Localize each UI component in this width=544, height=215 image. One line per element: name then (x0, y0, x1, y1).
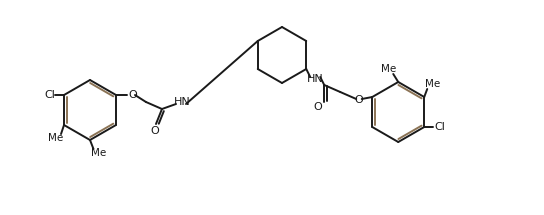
Text: O: O (128, 89, 137, 100)
Text: O: O (355, 95, 363, 105)
Text: HN: HN (307, 74, 324, 84)
Text: Me: Me (91, 149, 106, 158)
Text: Me: Me (425, 79, 440, 89)
Text: Cl: Cl (45, 90, 55, 100)
Text: HN: HN (174, 97, 190, 106)
Text: O: O (151, 126, 159, 136)
Text: Me: Me (48, 134, 64, 143)
Text: O: O (313, 102, 322, 112)
Text: Me: Me (381, 64, 396, 74)
Text: Cl: Cl (435, 122, 446, 132)
